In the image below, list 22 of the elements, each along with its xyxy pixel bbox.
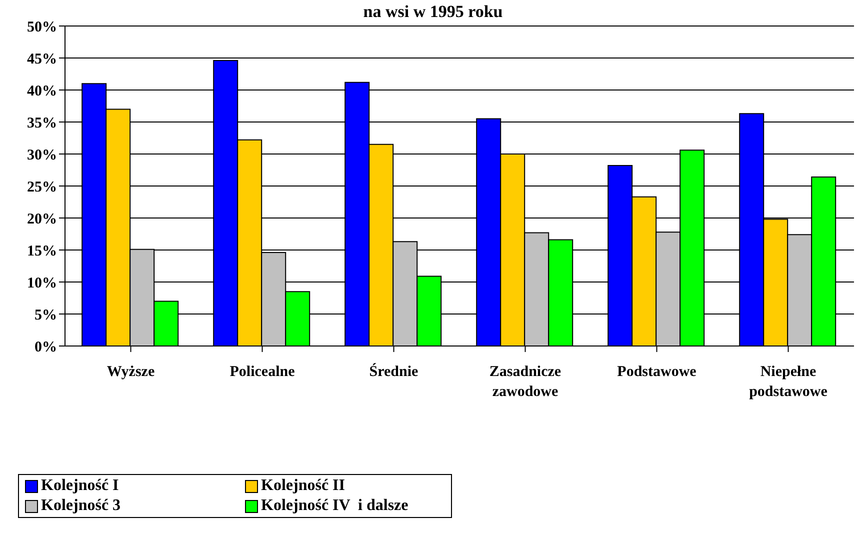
legend-label: Kolejność IV i dalsze <box>261 497 408 515</box>
y-tick-label: 40% <box>27 83 57 100</box>
chart-title: na wsi w 1995 roku <box>363 2 503 21</box>
x-tick-label: Podstawowe <box>617 364 697 380</box>
x-tick-label: Policealne <box>230 364 296 380</box>
legend-label: Kolejność II <box>261 477 345 495</box>
y-tick-label: 25% <box>27 179 57 196</box>
y-tick-label: 5% <box>34 307 57 324</box>
y-tick-label: 35% <box>27 115 57 132</box>
x-tick-label: Wyższe <box>106 364 155 380</box>
legend-label: Kolejność 3 <box>41 497 121 515</box>
x-tick-label: Średnie <box>369 363 419 380</box>
y-tick-label: 45% <box>27 51 57 68</box>
x-tick-label: Niepełne podstawowe <box>749 364 828 400</box>
y-tick-label: 10% <box>27 275 57 292</box>
y-tick-label: 20% <box>27 211 57 228</box>
y-tick-label: 15% <box>27 243 57 260</box>
y-tick-label: 50% <box>27 19 57 36</box>
legend-label: Kolejność I <box>41 477 119 495</box>
y-tick-label: 0% <box>34 339 57 356</box>
x-tick-label: Zasadnicze zawodowe <box>489 364 562 400</box>
y-tick-label: 30% <box>27 147 57 164</box>
